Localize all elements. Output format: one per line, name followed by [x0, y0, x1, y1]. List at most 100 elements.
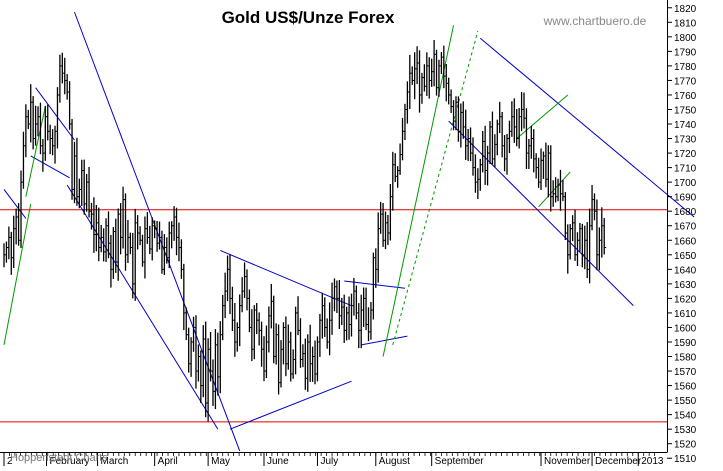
ohlc-bar [212, 359, 215, 406]
ohlc-bar [15, 208, 19, 245]
ohlc-bar [598, 227, 602, 271]
ohlc-bar [316, 336, 320, 382]
y-tick-label: 1620 [674, 294, 697, 305]
ohlc-bar [365, 287, 369, 331]
trend-line [35, 87, 75, 141]
ohlc-bar [431, 58, 434, 87]
ohlc-bar [460, 103, 463, 148]
ohlc-bar [596, 199, 599, 271]
ohlc-bar [71, 118, 75, 200]
ohlc-bar [523, 92, 527, 129]
ohlc-bar [496, 119, 500, 156]
ohlc-bar [265, 325, 269, 378]
ohlc-bar [112, 227, 116, 279]
ohlc-bar [591, 184, 595, 231]
ohlc-bar [574, 209, 578, 261]
ohlc-bar [520, 91, 524, 132]
ohlc-bar [243, 262, 247, 298]
ohlc-bar [389, 184, 393, 241]
ohlc-bar [569, 224, 573, 260]
ohlc-bar [462, 101, 466, 139]
y-tick-label: 1610 [674, 309, 697, 320]
x-tick-label: December [595, 456, 642, 466]
ohlc-bar [482, 130, 485, 173]
ohlc-bar [384, 211, 388, 250]
trend-line [382, 25, 455, 357]
ohlc-bar [321, 292, 325, 339]
y-tick-label: 1740 [674, 120, 697, 131]
ohlc-bar [503, 135, 507, 172]
ohlc-bar [175, 207, 179, 256]
ohlc-bar [280, 340, 284, 388]
ohlc-bar [224, 272, 228, 319]
ohlc-bar [81, 159, 84, 206]
ohlc-bar [260, 321, 264, 367]
ohlc-bar [263, 336, 267, 382]
ohlc-bar [547, 145, 551, 198]
ohlc-bar [110, 234, 113, 288]
ohlc-bar [17, 203, 21, 246]
ohlc-bar [564, 192, 568, 241]
ohlc-bar [465, 109, 468, 160]
ohlc-bar [567, 224, 570, 274]
ohlc-bar [132, 232, 135, 299]
y-tick-label: 1660 [674, 236, 697, 247]
ohlc-bar [270, 283, 274, 329]
y-tick-label: 1560 [674, 382, 697, 393]
ohlc-bar [119, 203, 123, 255]
trend-line [479, 37, 695, 218]
ohlc-bar [141, 234, 145, 267]
ohlc-bar [528, 138, 531, 170]
x-tick-label: March [101, 456, 129, 466]
ohlc-bar [377, 212, 381, 283]
ohlc-bar [423, 64, 427, 92]
ohlc-bar [477, 168, 480, 200]
y-tick-label: 1650 [674, 251, 697, 262]
ohlc-bar [88, 166, 92, 218]
ohlc-bar [134, 208, 138, 301]
ohlc-bar [537, 157, 541, 188]
ohlc-bar [467, 128, 471, 161]
ohlc-bar [44, 105, 48, 161]
ohlc-bar [579, 222, 582, 252]
y-tick-label: 1540 [674, 411, 697, 422]
ohlc-bar [348, 296, 352, 340]
ohlc-bar [285, 316, 288, 377]
ohlc-bar [90, 202, 94, 230]
ohlc-bar [287, 324, 291, 370]
ohlc-bar [25, 104, 28, 158]
ohlc-bar [200, 350, 203, 404]
ohlc-bar [185, 307, 189, 341]
trend-lines [3, 11, 695, 452]
y-tick-label: 1720 [674, 149, 697, 160]
ohlc-bar [3, 243, 6, 268]
trend-line [392, 30, 479, 346]
ohlc-bar [530, 125, 534, 159]
x-tick-label: February [50, 456, 90, 466]
ohlc-bar [525, 108, 529, 169]
ohlc-bar [341, 297, 344, 326]
ohlc-bar [326, 318, 330, 349]
y-tick-label: 1520 [674, 440, 697, 451]
ohlc-bar [122, 186, 126, 249]
ohlc-bar [375, 248, 378, 288]
ohlc-bar [601, 207, 604, 258]
trend-line [229, 380, 352, 430]
ohlc-bar [146, 212, 150, 244]
ohlc-bar [66, 74, 70, 100]
y-tick-label: 1770 [674, 76, 697, 87]
y-tick-label: 1640 [674, 265, 697, 276]
ohlc-bar [559, 169, 563, 211]
ohlc-bar [448, 77, 451, 105]
ohlc-bar [469, 127, 473, 162]
ohlc-bar [239, 294, 242, 347]
ohlc-bar [584, 225, 587, 270]
ohlc-bar [34, 105, 38, 146]
ohlc-bar [256, 302, 259, 335]
ohlc-bar [105, 218, 109, 262]
ohlc-bar [251, 309, 254, 362]
ohlc-bar [37, 106, 41, 137]
y-tick-label: 1510 [674, 454, 697, 465]
ohlc-bar [370, 302, 373, 340]
ohlc-bar [345, 306, 349, 341]
